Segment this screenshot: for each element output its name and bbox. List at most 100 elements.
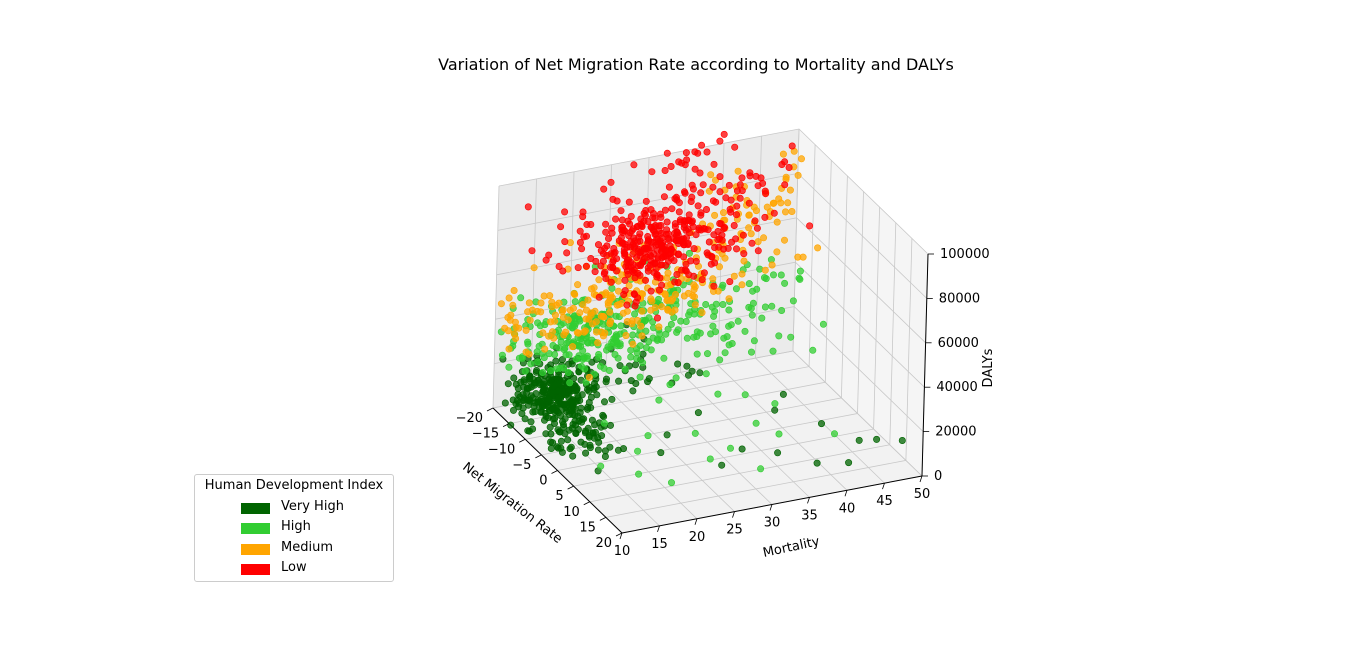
data-point — [655, 222, 663, 230]
data-point — [540, 416, 548, 424]
y-tick-mark — [807, 497, 810, 504]
data-point — [757, 465, 765, 473]
grid-line — [495, 261, 925, 388]
data-point — [667, 320, 675, 328]
data-point — [718, 461, 726, 469]
data-point — [501, 399, 509, 407]
data-point — [569, 452, 577, 460]
data-point — [571, 298, 579, 306]
data-point — [733, 202, 741, 210]
data-point — [599, 250, 607, 258]
data-point — [509, 406, 517, 414]
data-point — [745, 280, 753, 288]
data-point — [592, 328, 600, 336]
data-point — [541, 345, 549, 353]
data-point — [756, 265, 764, 273]
data-point — [645, 375, 653, 383]
data-point — [528, 247, 536, 255]
data-point — [734, 317, 742, 325]
data-point — [509, 301, 517, 309]
legend-label: Very High — [281, 499, 344, 514]
data-point — [568, 360, 576, 368]
data-point — [600, 419, 608, 427]
legend-label: High — [281, 519, 311, 534]
data-point — [547, 444, 555, 452]
data-point — [568, 424, 576, 432]
data-point — [505, 294, 513, 302]
data-point — [714, 390, 722, 398]
data-point — [534, 319, 542, 327]
data-point — [648, 168, 656, 176]
data-point — [511, 318, 519, 326]
data-point — [602, 220, 610, 228]
data-point — [600, 398, 608, 406]
data-point — [638, 307, 646, 315]
data-point — [597, 262, 605, 270]
data-point — [563, 249, 571, 257]
data-point — [582, 262, 590, 270]
data-point — [706, 455, 714, 463]
data-point — [745, 224, 753, 232]
data-point — [564, 316, 572, 324]
data-point — [716, 173, 724, 181]
data-point — [637, 261, 645, 269]
data-point — [577, 362, 585, 370]
data-point — [640, 248, 648, 256]
legend-label: Medium — [281, 540, 333, 555]
data-point — [770, 209, 778, 217]
data-point — [845, 459, 853, 467]
z-tick-label: 60000 — [938, 336, 979, 351]
data-point — [615, 377, 623, 385]
data-point — [621, 276, 629, 284]
data-point — [578, 418, 586, 426]
data-point — [661, 167, 669, 175]
data-point — [555, 394, 563, 402]
data-point — [647, 346, 655, 354]
data-point — [549, 439, 557, 447]
data-point — [754, 182, 762, 190]
data-point — [676, 218, 684, 226]
data-point — [634, 294, 642, 302]
data-point — [617, 322, 625, 330]
data-point — [727, 196, 735, 204]
data-point — [558, 448, 566, 456]
data-point — [614, 446, 622, 454]
data-point — [564, 368, 572, 376]
data-point — [600, 185, 608, 193]
data-point — [571, 411, 579, 419]
data-point — [781, 208, 789, 216]
data-point — [505, 345, 513, 353]
data-point — [668, 205, 676, 213]
data-point — [514, 390, 522, 398]
data-point — [681, 161, 689, 169]
data-point — [778, 161, 786, 169]
data-point — [581, 327, 589, 335]
data-point — [581, 440, 589, 448]
data-point — [716, 356, 724, 364]
data-point — [588, 339, 596, 347]
data-point — [738, 281, 746, 289]
data-point — [738, 445, 746, 453]
y-tick-label: 40 — [839, 501, 856, 516]
data-point — [606, 443, 614, 451]
data-point — [634, 238, 642, 246]
data-point — [711, 211, 719, 219]
data-point — [761, 303, 769, 311]
data-point — [554, 326, 562, 334]
z-tick-label: 0 — [934, 469, 942, 484]
data-point — [609, 263, 617, 271]
data-point — [639, 359, 647, 367]
data-point — [524, 338, 532, 346]
z-axis-line — [921, 253, 929, 477]
data-point — [551, 311, 559, 319]
y-tick-label: 15 — [651, 537, 668, 552]
data-point — [547, 367, 555, 375]
data-point — [568, 397, 576, 405]
data-point — [781, 181, 789, 189]
data-point — [649, 259, 657, 267]
data-point — [585, 373, 593, 381]
legend-swatch — [241, 544, 270, 555]
data-point — [540, 354, 548, 362]
data-point — [607, 178, 615, 186]
data-point — [819, 320, 827, 328]
